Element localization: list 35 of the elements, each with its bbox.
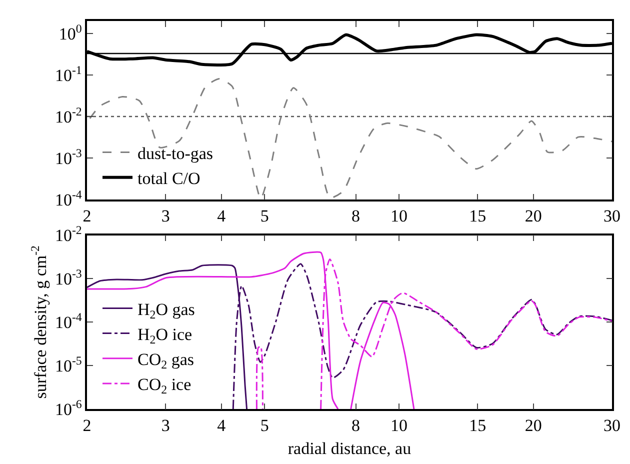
y-tick-label: 10$^{-5}$ xyxy=(54,353,82,376)
y-tick-label: 10$^{-4}$ xyxy=(54,187,82,210)
y-tick-label: 10$^{-3}$ xyxy=(54,146,82,168)
x-tick-label: 3 xyxy=(161,416,170,436)
x-axis-title: radial distance, au xyxy=(288,439,412,458)
x-tick-label: 4 xyxy=(217,206,226,226)
x-tick-label: 20 xyxy=(524,206,542,226)
x-tick-label: 30 xyxy=(604,206,620,226)
y-tick-label: 10$^{0}$ xyxy=(58,21,82,44)
legend-label: dust-to-gas xyxy=(138,144,214,163)
x-tick-label: 10 xyxy=(390,206,408,226)
y-tick-label: 10$^{-2}$ xyxy=(54,104,82,126)
legend-label: H$_{2}$O ice xyxy=(138,324,192,346)
x-tick-label: 5 xyxy=(260,206,269,226)
y-tick-label: 10$^{-1}$ xyxy=(54,62,82,85)
x-tick-label: 5 xyxy=(260,416,269,436)
x-tick-label: 8 xyxy=(352,416,360,436)
y-tick-label: 10$^{-4}$ xyxy=(54,310,82,332)
x-tick-label: 2 xyxy=(82,206,92,226)
legend-label: CO$_{2}$ gas xyxy=(138,350,194,372)
x-tick-label: 15 xyxy=(469,416,486,436)
legend-label: CO$_{2}$ ice xyxy=(138,375,192,397)
x-tick-label: 2 xyxy=(82,416,92,436)
x-tick-label: 4 xyxy=(217,416,226,436)
x-tick-label: 3 xyxy=(161,206,170,226)
legend-label: total C/O xyxy=(138,168,200,188)
x-tick-label: 30 xyxy=(604,416,620,436)
x-tick-label: 15 xyxy=(469,206,486,226)
y-tick-label: 10$^{-3}$ xyxy=(54,266,82,289)
y-tick-label: 10$^{-6}$ xyxy=(54,396,82,419)
y-tick-label: 10$^{-2}$ xyxy=(54,223,82,246)
x-tick-label: 10 xyxy=(390,416,408,436)
legend-label: H$_{2}$O gas xyxy=(138,300,195,322)
x-tick-label: 20 xyxy=(524,416,542,436)
x-tick-label: 8 xyxy=(352,206,360,226)
